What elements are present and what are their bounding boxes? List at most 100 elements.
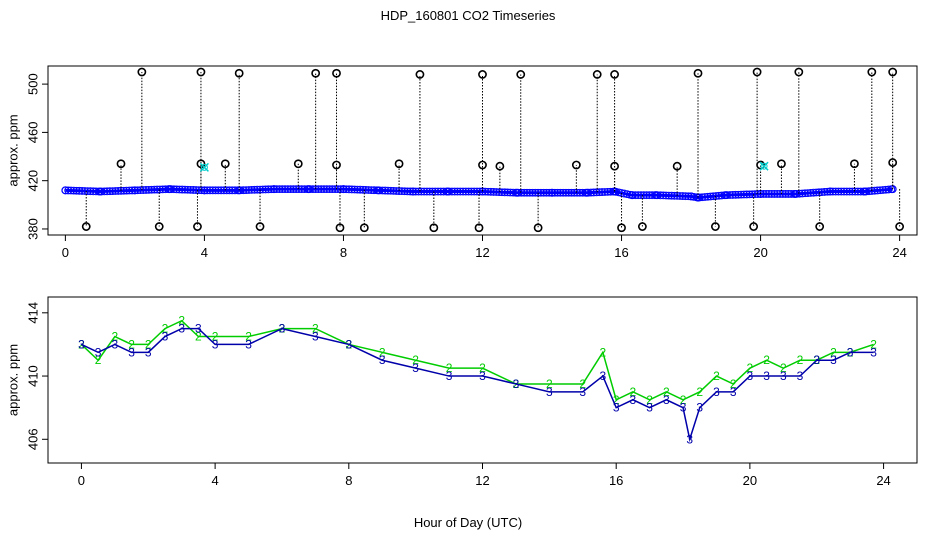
series-point-label: 3 [630, 393, 637, 407]
baseline-point [770, 190, 779, 198]
series-point-label: 3 [599, 369, 606, 383]
series-point-label: 2 [579, 377, 586, 391]
baseline-point [322, 185, 331, 194]
flagged-point [199, 162, 209, 172]
baseline-point [676, 192, 684, 200]
baseline-data-point [61, 186, 70, 195]
baseline-point [403, 187, 412, 196]
baseline-point [556, 188, 565, 197]
series-point-label: 3 [245, 337, 252, 351]
baseline-point [831, 187, 840, 196]
baseline-point [386, 186, 395, 195]
series-point-label: 2 [646, 393, 653, 407]
baseline-point [845, 187, 854, 196]
x-tick-label: 8 [345, 473, 352, 488]
baseline-point [125, 186, 134, 195]
chart-title: HDP_160801 CO2 Timeseries [380, 8, 556, 23]
spike-point [710, 222, 720, 231]
flagged-point [760, 162, 768, 170]
baseline-point [598, 188, 606, 196]
baseline-point [631, 191, 640, 200]
baseline-point [536, 188, 545, 197]
baseline-point [411, 187, 420, 196]
baseline-point [562, 188, 570, 197]
baseline-point [72, 186, 81, 195]
spike-point [234, 68, 244, 78]
series-point-label: 3 [78, 337, 85, 351]
spike-point [193, 222, 202, 231]
baseline-point [250, 185, 259, 194]
baseline-data-point [374, 186, 383, 195]
baseline-point [751, 190, 759, 199]
baseline-point [64, 186, 73, 195]
series-line [80, 319, 874, 401]
baseline-point [431, 187, 440, 196]
baseline-point [317, 185, 326, 194]
baseline-point [592, 188, 601, 197]
flagged-point [759, 161, 769, 171]
baseline-point [801, 189, 809, 198]
series-point-label: 3 [686, 432, 693, 446]
baseline-point [820, 188, 829, 196]
baseline-point [239, 186, 248, 195]
baseline-point [731, 190, 740, 199]
baseline-point [122, 186, 131, 195]
baseline-data-point [548, 188, 557, 197]
baseline-point [470, 187, 479, 196]
baseline-point [484, 187, 492, 196]
series-point-label: 3 [730, 385, 737, 399]
baseline-point [623, 190, 632, 199]
baseline-data-point [860, 187, 869, 196]
series-point-label: 3 [162, 330, 169, 344]
baseline-point [347, 185, 356, 194]
baseline-point [678, 192, 687, 200]
baseline-point [495, 188, 504, 197]
baseline-data-point [96, 187, 105, 196]
baseline-point [78, 187, 86, 195]
baseline-point [86, 187, 95, 196]
flagged-point [200, 163, 208, 171]
spike-point [516, 70, 526, 79]
series-point-label: 2 [613, 393, 620, 407]
baseline-point [92, 187, 100, 196]
baseline-point [350, 185, 359, 194]
baseline-point [308, 185, 317, 194]
series-point-label: 3 [279, 322, 286, 336]
baseline-point [128, 186, 137, 195]
baseline-point [253, 185, 262, 194]
series-point-label: 2 [112, 330, 119, 344]
baseline-point [842, 187, 851, 196]
baseline-point [639, 191, 648, 200]
baseline-point [809, 188, 818, 197]
baseline-point [856, 187, 865, 196]
baseline-point [211, 186, 220, 195]
x-tick-label: 16 [614, 245, 628, 260]
baseline-point [503, 188, 512, 197]
baseline-point [139, 186, 148, 194]
baseline-point [834, 187, 843, 196]
baseline-point [189, 186, 198, 194]
baseline-point [662, 191, 670, 200]
x-tick-label: 4 [201, 245, 208, 260]
series-point-label: 2 [212, 330, 219, 344]
baseline-point [500, 188, 509, 197]
baseline-point [328, 185, 337, 194]
baseline-point [434, 187, 442, 196]
baseline-point [428, 187, 437, 196]
baseline-point [539, 188, 548, 197]
series-point-label: 3 [813, 353, 820, 367]
baseline-point [264, 185, 273, 194]
baseline-point [642, 191, 651, 200]
spike-point [672, 161, 682, 171]
baseline-point [851, 187, 860, 196]
baseline-point [194, 186, 203, 195]
series-point-label: 3 [763, 369, 770, 383]
spike-point [81, 222, 91, 231]
spike-point [332, 68, 341, 78]
baseline-point [817, 188, 826, 197]
baseline-point [203, 186, 212, 195]
y-axis-label: approx. ppm [5, 344, 20, 416]
baseline-point [75, 186, 84, 195]
x-tick-label: 20 [743, 473, 757, 488]
baseline-point [425, 187, 434, 196]
